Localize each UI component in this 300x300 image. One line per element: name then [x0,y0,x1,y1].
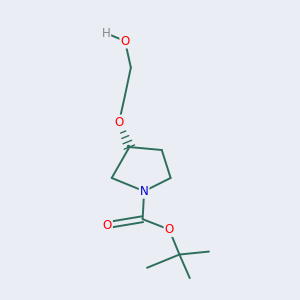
Text: O: O [120,34,130,48]
Text: O: O [164,223,174,236]
Text: O: O [103,219,112,232]
Text: H: H [101,27,110,40]
Text: O: O [115,116,124,128]
Text: N: N [140,185,148,198]
